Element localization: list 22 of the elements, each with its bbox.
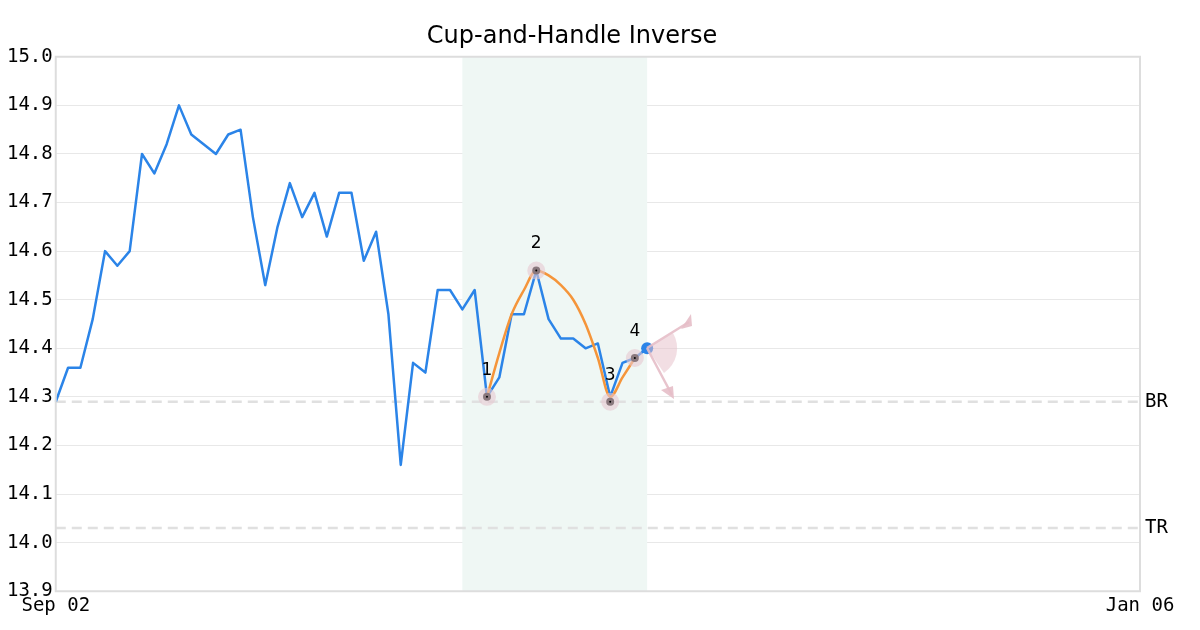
y-tick-label: 14.5 — [6, 286, 53, 309]
x-tick-label: Jan 06 — [1105, 592, 1175, 615]
y-tick-label: 14.7 — [6, 189, 53, 212]
y-tick-label: 14.3 — [6, 383, 53, 406]
y-tick-label: 14.1 — [6, 480, 53, 503]
y-tick-label: 14.8 — [6, 140, 53, 163]
y-tick-label: 14.0 — [6, 529, 53, 552]
ref-line-label: BR — [1145, 388, 1169, 411]
point — [601, 392, 620, 411]
y-tick-label: 15.0 — [6, 43, 53, 66]
point — [625, 349, 644, 368]
y-tick-label: 14.9 — [6, 92, 53, 115]
y-tick-label: 14.4 — [6, 335, 53, 358]
y-tick-label: 14.6 — [6, 238, 53, 261]
annotation: 4 — [629, 319, 641, 340]
annotation: 2 — [530, 232, 542, 253]
annotation: 3 — [604, 363, 616, 384]
chart-title: Cup-and-Handle Inverse — [426, 20, 718, 49]
point — [527, 261, 546, 280]
y-tick-label: 14.2 — [6, 432, 53, 455]
point — [477, 387, 496, 406]
ref-line-label: TR — [1145, 514, 1169, 537]
